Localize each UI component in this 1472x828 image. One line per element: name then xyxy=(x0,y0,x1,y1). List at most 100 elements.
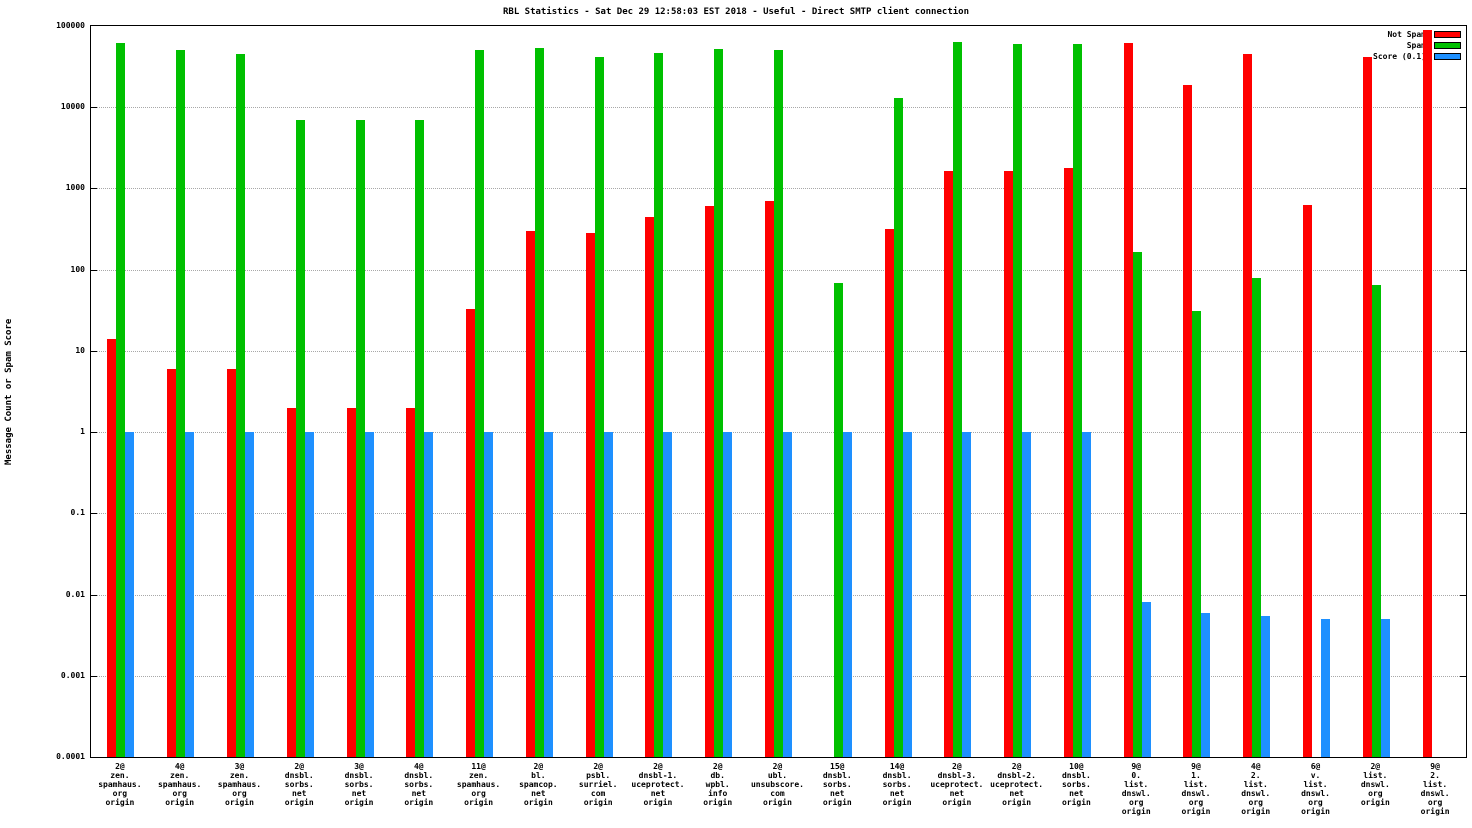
y-tick-label: 10000 xyxy=(60,102,85,112)
bar-not-spam-0 xyxy=(107,339,117,757)
bar-score-0-1-6 xyxy=(484,432,494,757)
x-axis-category-label: 6@ v. list. dnswl. org origin xyxy=(1301,762,1330,816)
x-axis-category-label: 10@ dnsbl. sorbs. net origin xyxy=(1061,762,1091,807)
bar-score-0-1-13 xyxy=(902,432,912,757)
bar-score-0-1-4 xyxy=(364,432,374,757)
axis-tick xyxy=(91,594,97,596)
y-tick-label: 1000 xyxy=(65,183,85,193)
bar-score-0-1-8 xyxy=(603,432,613,757)
bar-spam-7 xyxy=(534,48,544,757)
axis-tick xyxy=(91,350,97,352)
legend-swatch-not-spam xyxy=(1434,31,1461,38)
x-axis-category-label: 4@ dnsbl. sorbs. net origin xyxy=(404,762,434,807)
bar-spam-11 xyxy=(774,50,783,757)
bar-spam-2 xyxy=(235,54,245,757)
bar-spam-9 xyxy=(654,53,664,757)
legend-entry-score: Score (0.1) xyxy=(1373,51,1461,62)
axis-tick xyxy=(91,675,97,677)
axis-tick xyxy=(1460,513,1466,515)
legend-label: Score (0.1) xyxy=(1373,52,1426,61)
bar-spam-0 xyxy=(116,42,126,757)
bar-score-0-1-11 xyxy=(783,432,792,757)
bar-not-spam-10 xyxy=(705,206,715,757)
y-tick-label: 1 xyxy=(80,427,85,437)
legend-entry-not-spam: Not Spam xyxy=(1373,29,1461,40)
bar-score-0-1-21 xyxy=(1380,619,1390,757)
x-axis-category-label: 2@ dnsbl-1. uceprotect. net origin xyxy=(631,762,685,807)
bar-not-spam-18 xyxy=(1183,84,1193,757)
bar-not-spam-11 xyxy=(765,201,774,757)
bar-not-spam-7 xyxy=(525,230,535,757)
axis-tick xyxy=(1460,675,1466,677)
legend-swatch-score xyxy=(1434,53,1461,60)
y-axis-label: Message Count or Spam Score xyxy=(4,318,14,465)
y-tick-label: 0.1 xyxy=(70,508,85,518)
axis-tick xyxy=(91,107,97,109)
bar-not-spam-1 xyxy=(167,368,177,757)
bar-spam-4 xyxy=(355,119,365,757)
bar-spam-10 xyxy=(714,49,724,757)
x-axis-category-label: 14@ dnsbl. sorbs. net origin xyxy=(882,762,912,807)
y-tick-label: 0.001 xyxy=(60,670,85,680)
x-axis-category-label: 4@ 2. list. dnswl. org origin xyxy=(1241,762,1271,816)
bar-score-0-1-1 xyxy=(185,432,195,757)
axis-tick xyxy=(1460,269,1466,271)
bar-not-spam-4 xyxy=(346,407,356,757)
bar-not-spam-8 xyxy=(585,233,595,757)
bar-spam-15 xyxy=(1013,44,1023,757)
x-axis-category-label: 15@ dnsbl. sorbs. net origin xyxy=(822,762,852,807)
bar-score-0-1-16 xyxy=(1081,432,1091,757)
axis-tick xyxy=(91,269,97,271)
bar-score-0-1-19 xyxy=(1261,615,1271,757)
bar-score-0-1-9 xyxy=(663,432,673,757)
x-axis-category-label: 4@ zen. spamhaus. org origin xyxy=(157,762,202,807)
x-axis-category-label: 2@ ubl. unsubscore. com origin xyxy=(750,762,804,807)
bar-spam-19 xyxy=(1252,278,1262,757)
legend-label: Not Spam xyxy=(1387,30,1426,39)
x-axis-category-label: 2@ bl. spamcop. net origin xyxy=(519,762,558,807)
bar-not-spam-20 xyxy=(1303,205,1313,757)
legend: Not Spam Spam Score (0.1) xyxy=(1373,29,1461,62)
legend-swatch-spam xyxy=(1434,42,1461,49)
bar-not-spam-19 xyxy=(1243,54,1253,757)
bar-not-spam-22 xyxy=(1422,29,1432,757)
bar-score-0-1-14 xyxy=(962,432,972,757)
bar-not-spam-17 xyxy=(1123,42,1133,757)
bar-score-0-1-7 xyxy=(543,432,553,757)
x-axis-category-label: 2@ psbl. surriel. com origin xyxy=(578,762,618,807)
y-tick-label: 0.0001 xyxy=(56,752,85,761)
y-tick-label: 100000 xyxy=(56,21,85,30)
bar-score-0-1-2 xyxy=(244,432,254,757)
bar-spam-6 xyxy=(475,50,485,757)
axis-tick xyxy=(1460,432,1466,434)
axis-tick xyxy=(91,432,97,434)
bar-spam-21 xyxy=(1371,284,1381,757)
x-axis-category-label: 3@ dnsbl. sorbs. net origin xyxy=(344,762,374,807)
x-axis-category-label: 9@ 1. list. dnswl. org origin xyxy=(1181,762,1211,816)
chart-title: RBL Statistics - Sat Dec 29 12:58:03 EST… xyxy=(503,7,969,17)
bar-score-0-1-0 xyxy=(125,432,135,757)
x-axis-category-label: 11@ zen. spamhaus. org origin xyxy=(456,762,501,807)
bar-spam-1 xyxy=(176,50,186,757)
axis-tick xyxy=(1460,107,1466,109)
bar-spam-17 xyxy=(1132,252,1142,757)
axis-tick xyxy=(91,513,97,515)
bar-not-spam-9 xyxy=(645,217,655,757)
x-axis-category-label: 9@ 0. list. dnswl. org origin xyxy=(1121,762,1151,816)
x-axis-category-label: 2@ dnsbl-2. uceprotect. net origin xyxy=(990,762,1044,807)
bar-score-0-1-18 xyxy=(1201,612,1211,757)
bar-score-0-1-3 xyxy=(304,432,314,757)
x-axis-category-label: 2@ dnsbl. sorbs. net origin xyxy=(284,762,314,807)
axis-tick xyxy=(91,188,97,190)
bar-spam-14 xyxy=(953,41,963,757)
bar-spam-5 xyxy=(415,119,425,757)
legend-entry-spam: Spam xyxy=(1373,40,1461,51)
x-axis-category-label: 2@ dnsbl-3. uceprotect. net origin xyxy=(930,762,984,807)
bar-not-spam-16 xyxy=(1063,167,1073,757)
bar-spam-12 xyxy=(833,283,843,757)
axis-tick xyxy=(1460,350,1466,352)
bar-spam-13 xyxy=(893,97,903,757)
axis-tick xyxy=(1460,594,1466,596)
y-tick-label: 0.01 xyxy=(65,589,85,599)
